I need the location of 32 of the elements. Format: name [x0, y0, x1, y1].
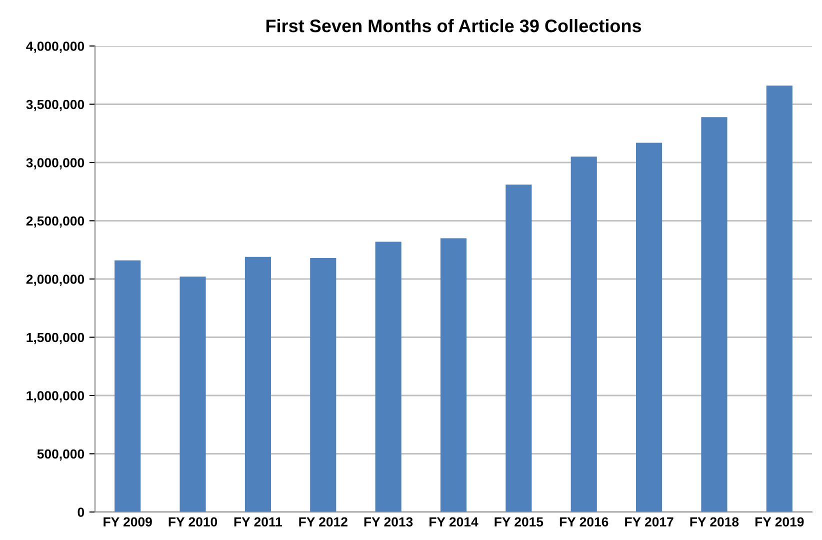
x-tick-label: FY 2012 [299, 517, 348, 527]
y-tick-label: 0 [78, 508, 84, 517]
bar [570, 156, 597, 512]
y-tick-label: 2,000,000 [26, 274, 84, 286]
y-tick-label: 1,000,000 [26, 391, 84, 402]
bar [506, 184, 532, 512]
x-tick-label: FY 2019 [755, 517, 804, 527]
y-tick-label: 4,000,000 [26, 42, 84, 53]
y-tick-label: 3,500,000 [26, 100, 84, 112]
bar [440, 238, 467, 512]
x-tick-label: FY 2014 [430, 517, 478, 527]
chart-title: First Seven Months of Article 39 Collections [266, 19, 642, 32]
y-tick-label: 1,500,000 [26, 332, 84, 344]
x-tick-label: FY 2010 [168, 517, 218, 527]
bar [766, 86, 792, 512]
y-tick-label: 3,000,000 [26, 158, 84, 170]
x-tick-label: FY 2018 [690, 517, 739, 527]
y-tick-label: 500,000 [37, 449, 84, 461]
x-tick-label: FY 2013 [364, 517, 413, 527]
x-tick-label: FY 2016 [560, 517, 608, 527]
bar [180, 276, 206, 512]
x-tick-label: FY 2009 [104, 517, 152, 527]
bar [636, 142, 662, 512]
bar [701, 117, 728, 512]
x-tick-label: FY 2017 [625, 517, 674, 527]
x-tick-label: FY 2011 [234, 517, 282, 527]
bar [114, 260, 141, 512]
bar [375, 242, 402, 512]
y-tick-label: 2,500,000 [26, 216, 84, 228]
x-tick-label: FY 2015 [494, 517, 544, 527]
bar [310, 258, 336, 512]
bar [244, 256, 271, 512]
